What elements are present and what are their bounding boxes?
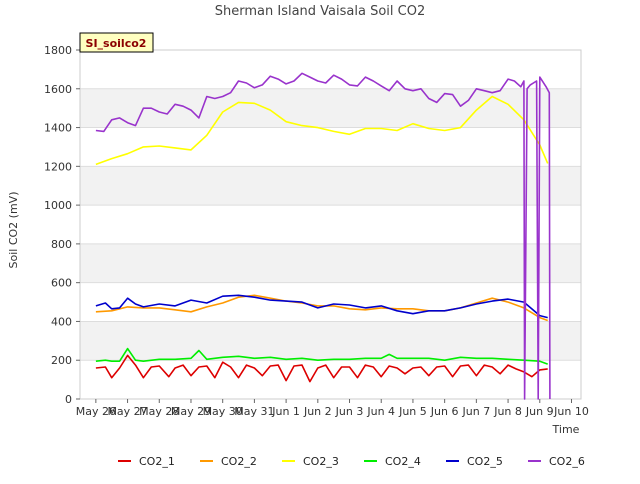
y-tick-label: 0 [65,393,72,406]
x-tick-label: May 27 [107,405,147,418]
y-tick-label: 1200 [44,160,72,173]
x-tick-label: May 30 [203,405,243,418]
x-tick-label: Jun 9 [525,405,554,418]
x-tick-label: Jun 1 [271,405,300,418]
x-tick-label: Jun 7 [462,405,491,418]
legend-label: CO2_3 [303,455,339,468]
y-axis-ticks: 0 200 400 600 800 1000 1200 1400 1600 1800 [44,44,80,406]
x-tick-label: Jun 8 [493,405,522,418]
legend-label: CO2_6 [549,455,585,468]
y-tick-label: 1600 [44,83,72,96]
x-tick-label: Jun 6 [430,405,459,418]
chart-title: Sherman Island Vaisala Soil CO2 [215,4,425,19]
series-line-co2_3 [95,95,549,166]
series-layer [95,72,551,400]
x-tick-label: May 31 [234,405,274,418]
x-tick-label: Jun 4 [366,405,395,418]
site-label-background [79,32,154,53]
x-tick-label: May 29 [171,405,211,418]
legend-item: CO2_4 [364,455,421,468]
x-axis-label: Time [552,423,580,436]
plot-area-border [79,49,582,400]
site-label-box: SI_soilco2 [79,32,154,53]
x-tick-label: May 26 [76,405,116,418]
x-tick-label: Jun 3 [335,405,364,418]
x-tick-label: Jun 10 [553,405,589,418]
legend: CO2_1 CO2_2 CO2_3 CO2_4 CO2_5 CO2_6 [118,455,585,468]
background-bands [80,88,581,361]
y-tick-label: 1400 [44,122,72,135]
legend-item: CO2_6 [528,455,585,468]
y-tick-label: 200 [51,354,72,367]
background-band [80,243,581,283]
legend-item: CO2_1 [118,455,175,468]
legend-item: CO2_5 [446,455,503,468]
legend-label: CO2_5 [467,455,503,468]
y-tick-label: 600 [51,277,72,290]
series-line-co2_5 [95,294,548,319]
background-band [80,166,581,206]
site-label-text: SI_soilco2 [86,37,147,50]
x-tick-label: May 28 [139,405,179,418]
legend-item: CO2_3 [282,455,339,468]
series-line-co2_4 [95,347,548,365]
x-tick-label: Jun 2 [303,405,332,418]
y-tick-label: 800 [51,238,72,251]
series-line-co2_2 [95,294,548,322]
legend-label: CO2_4 [385,455,421,468]
legend-label: CO2_1 [139,455,175,468]
x-tick-label: Jun 5 [398,405,427,418]
series-line-co2_6 [95,72,551,400]
y-tick-label: 1800 [44,44,72,57]
legend-item: CO2_2 [200,455,257,468]
y-tick-label: 400 [51,315,72,328]
series-line-co2_1 [95,354,548,383]
background-band [80,321,581,361]
legend-label: CO2_2 [221,455,257,468]
background-band [80,88,581,128]
y-axis-label: Soil CO2 (mV) [7,192,20,269]
y-tick-label: 1000 [44,199,72,212]
